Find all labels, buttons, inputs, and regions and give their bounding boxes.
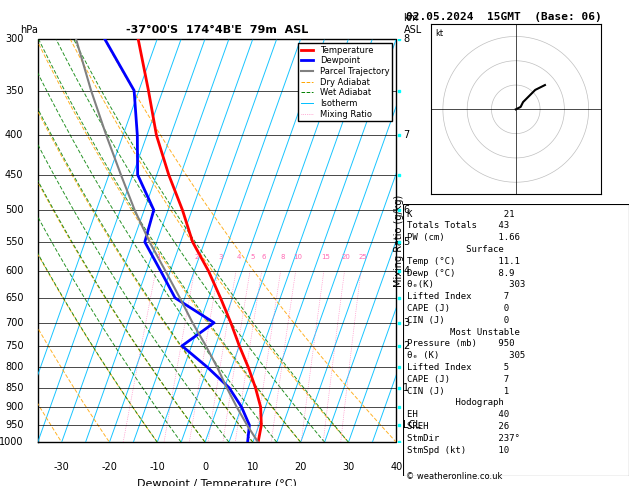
Text: 2: 2 [195,254,199,260]
Text: © weatheronline.co.uk: © weatheronline.co.uk [406,472,502,481]
Text: 1000: 1000 [0,437,23,447]
Text: 15: 15 [321,254,330,260]
Text: 650: 650 [5,293,23,303]
Text: -30: -30 [53,463,70,472]
Text: 1: 1 [403,383,409,393]
Text: 8: 8 [281,254,285,260]
Text: 4: 4 [237,254,240,260]
Text: 40: 40 [390,463,403,472]
Text: -20: -20 [101,463,118,472]
Text: LCL: LCL [403,420,421,430]
Text: 3: 3 [219,254,223,260]
Text: 4: 4 [403,266,409,276]
Text: 20: 20 [294,463,307,472]
Text: 30: 30 [342,463,355,472]
Text: -37°00'S  174°4B'E  79m  ASL: -37°00'S 174°4B'E 79m ASL [126,25,308,35]
Text: km
ASL: km ASL [403,13,421,35]
Text: 6: 6 [262,254,266,260]
Text: 25: 25 [359,254,367,260]
Text: kt: kt [436,30,443,38]
Text: hPa: hPa [20,25,38,35]
Text: 1: 1 [156,254,161,260]
Text: Dewpoint / Temperature (°C): Dewpoint / Temperature (°C) [137,479,297,486]
Text: 0: 0 [202,463,208,472]
Text: 700: 700 [5,318,23,328]
Text: 2: 2 [403,341,409,351]
Text: 950: 950 [5,420,23,430]
Text: 850: 850 [5,383,23,393]
Text: K                 21
Totals Totals    43
PW (cm)          1.66
           Surfac: K 21 Totals Totals 43 PW (cm) 1.66 Surfa… [407,209,525,454]
Text: -10: -10 [149,463,165,472]
Text: 450: 450 [5,170,23,180]
Text: 8: 8 [403,34,409,44]
Text: 750: 750 [5,341,23,351]
Text: 20: 20 [342,254,351,260]
Legend: Temperature, Dewpoint, Parcel Trajectory, Dry Adiabat, Wet Adiabat, Isotherm, Mi: Temperature, Dewpoint, Parcel Trajectory… [298,43,392,121]
Text: 6: 6 [403,205,409,215]
Text: 600: 600 [5,266,23,276]
Text: 10: 10 [293,254,303,260]
Text: 800: 800 [5,363,23,372]
Text: 10: 10 [247,463,259,472]
Text: 5: 5 [250,254,255,260]
Text: 7: 7 [403,130,409,140]
Text: 350: 350 [5,86,23,96]
Text: 900: 900 [5,402,23,412]
Text: 3: 3 [403,318,409,328]
Text: 400: 400 [5,130,23,140]
Text: 550: 550 [5,237,23,247]
Text: Mixing Ratio (g/kg): Mixing Ratio (g/kg) [394,194,404,287]
Text: 02.05.2024  15GMT  (Base: 06): 02.05.2024 15GMT (Base: 06) [406,12,601,22]
Text: 5: 5 [403,237,409,247]
Text: 300: 300 [5,34,23,44]
Text: 500: 500 [5,205,23,215]
